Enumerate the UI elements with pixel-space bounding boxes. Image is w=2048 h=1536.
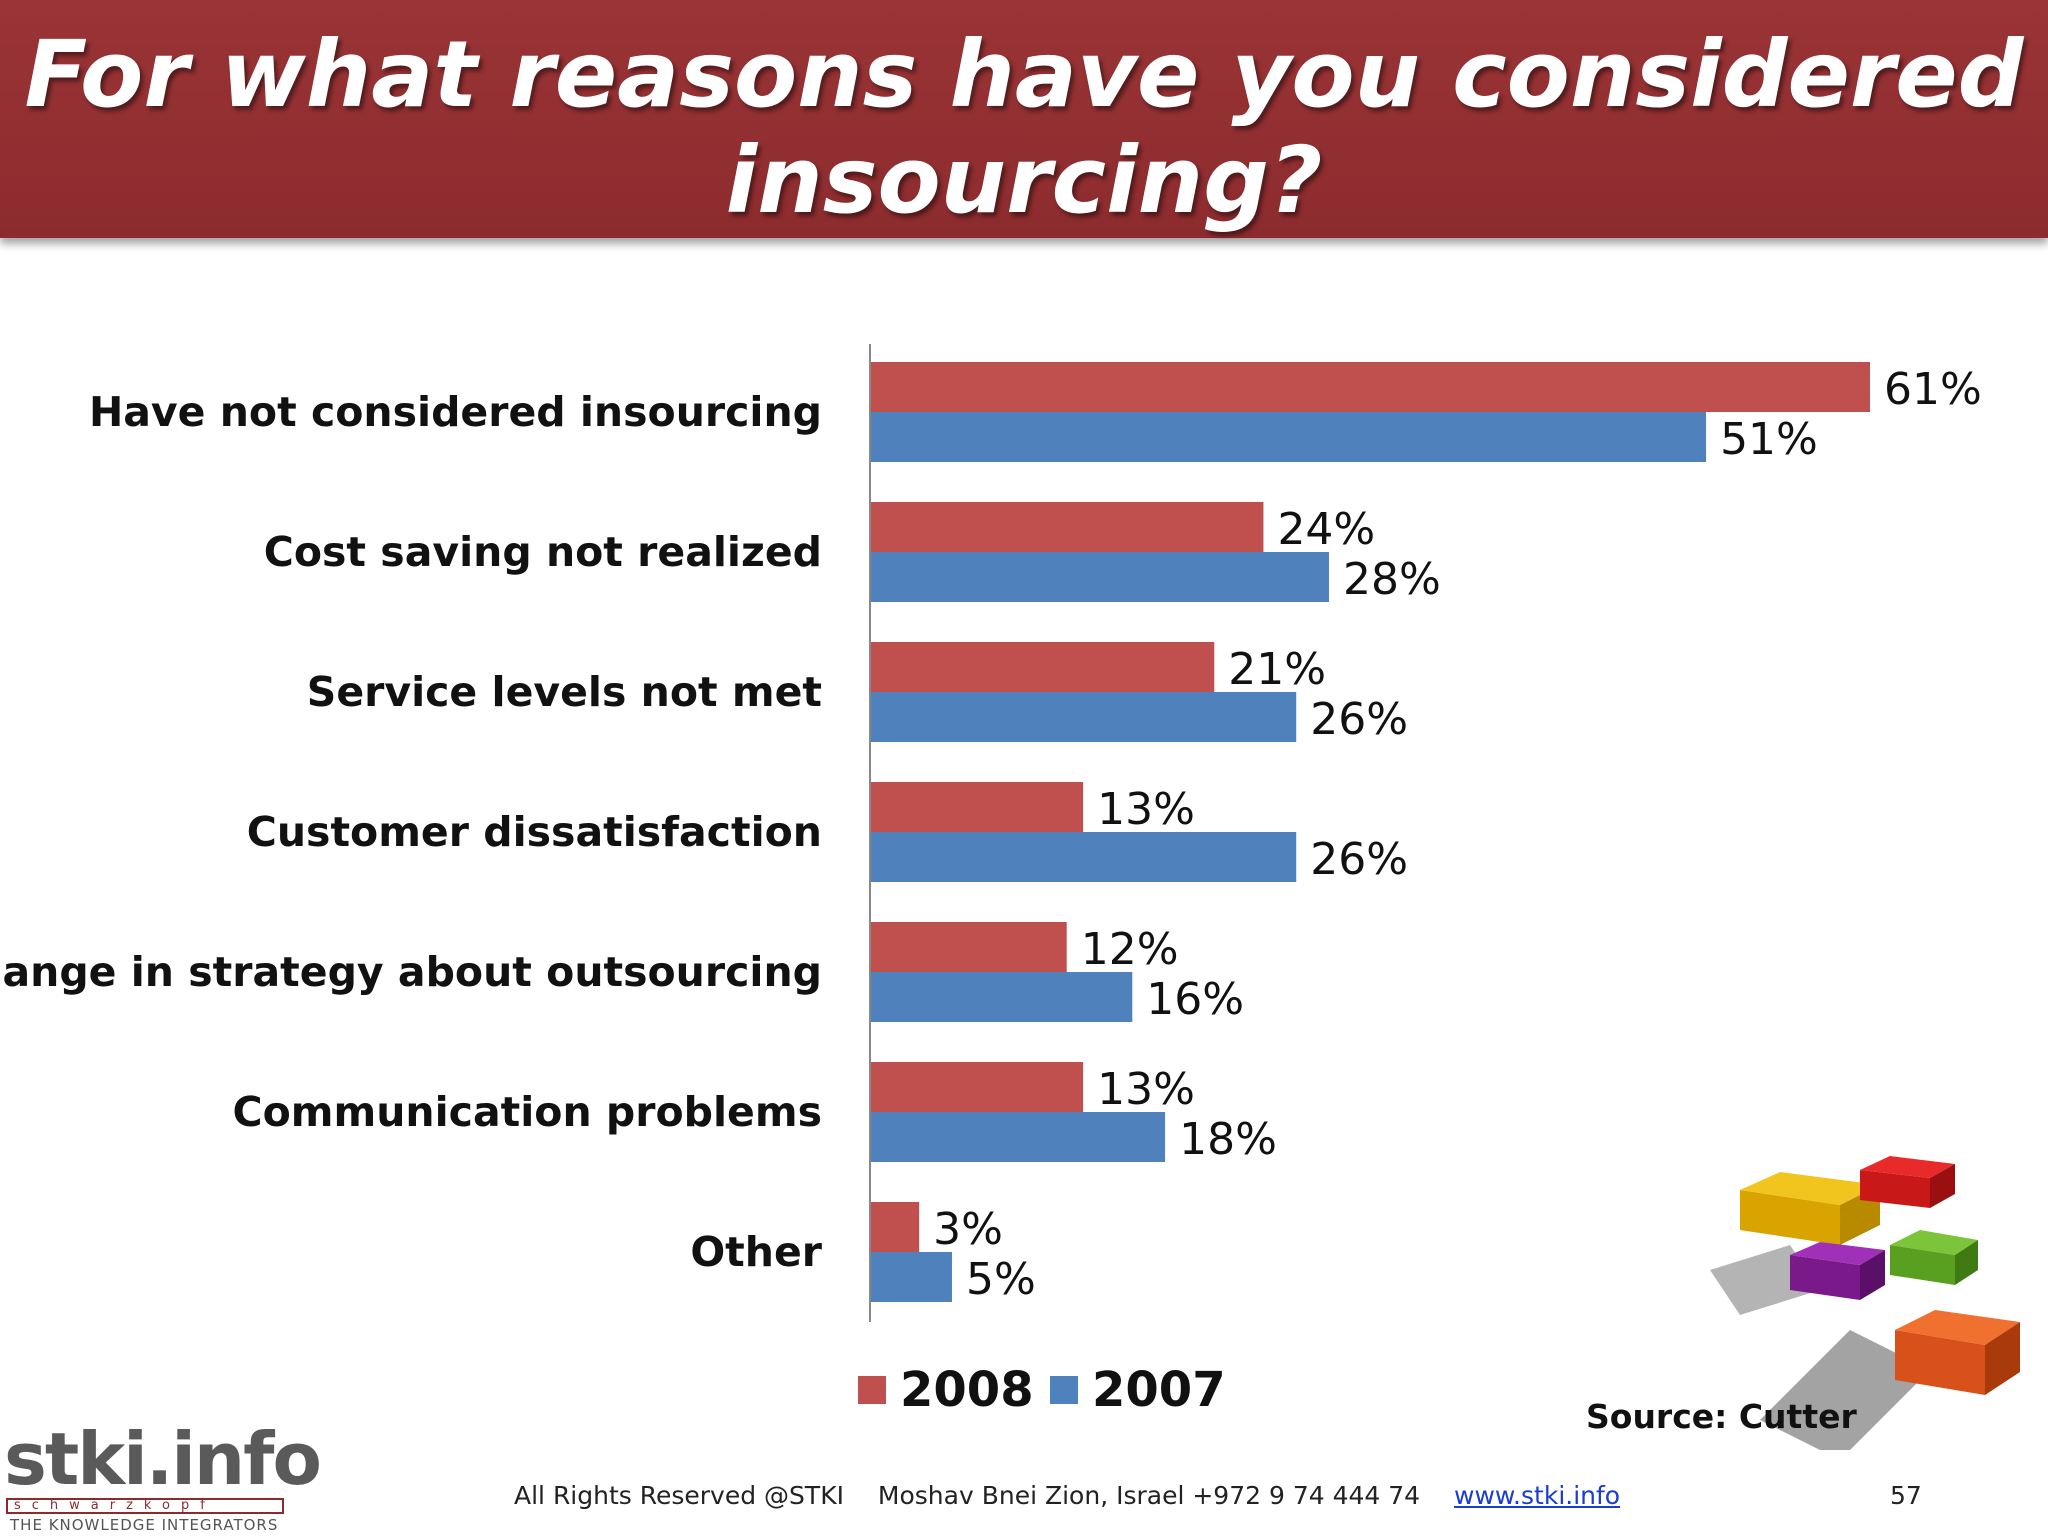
- value-label-2008: 24%: [1277, 504, 1375, 555]
- bar-2008: [870, 642, 1215, 692]
- source-label: Source: Cutter: [1586, 1397, 1857, 1436]
- category-label: Customer dissatisfaction: [247, 808, 822, 856]
- category-label: Change in strategy about outsourcing: [0, 948, 822, 996]
- value-label-2008: 13%: [1097, 784, 1195, 835]
- stki-logo: stki.info schwarzkopf THE KNOWLEDGE INTE…: [4, 1420, 322, 1536]
- lego-blocks-illustration: [1710, 1156, 2020, 1450]
- value-label-2007: 26%: [1310, 694, 1408, 745]
- logo-wordmark: stki.info: [4, 1417, 322, 1501]
- legend-item-2007: 2007: [1050, 1362, 1226, 1418]
- logo-strip: schwarzkopf: [6, 1498, 284, 1514]
- value-label-2007: 5%: [966, 1254, 1036, 1305]
- bar-2007: [870, 1112, 1166, 1162]
- bar-2007: [870, 412, 1707, 462]
- category-label: Have not considered insourcing: [89, 388, 822, 436]
- value-label-2008: 61%: [1884, 364, 1982, 415]
- footer-rights: All Rights Reserved @STKI: [514, 1481, 844, 1510]
- bar-2008: [870, 922, 1067, 972]
- bar-2007: [870, 552, 1330, 602]
- bar-2008: [870, 362, 1870, 412]
- legend-label-2008: 2008: [900, 1362, 1034, 1418]
- value-label-2007: 16%: [1146, 974, 1244, 1025]
- legend-item-2008: 2008: [858, 1362, 1034, 1418]
- slide-title: For what reasons have you considered inso…: [24, 21, 2024, 234]
- footer-address: Moshav Bnei Zion, Israel +972 9 74 444 7…: [877, 1481, 1421, 1510]
- value-label-2008: 3%: [933, 1204, 1003, 1255]
- value-label-2008: 21%: [1228, 644, 1326, 695]
- bar-2008: [870, 1202, 920, 1252]
- legend-swatch-2008: [858, 1376, 886, 1404]
- footer: All Rights Reserved @STKI Moshav Bnei Zi…: [514, 1481, 1620, 1510]
- value-label-2007: 18%: [1179, 1114, 1277, 1165]
- category-label: Communication problems: [233, 1088, 822, 1136]
- category-label: Other: [690, 1228, 822, 1276]
- page-number: 57: [1890, 1481, 1922, 1510]
- value-label-2007: 26%: [1310, 834, 1408, 885]
- value-label-2008: 12%: [1081, 924, 1179, 975]
- bar-2008: [870, 1062, 1084, 1112]
- bar-2008: [870, 782, 1084, 832]
- category-label: Service levels not met: [307, 668, 822, 716]
- bar-2008: [870, 502, 1264, 552]
- value-label-2007: 51%: [1720, 414, 1818, 465]
- value-label-2008: 13%: [1097, 1064, 1195, 1115]
- category-label: Cost saving not realized: [264, 528, 822, 576]
- title-banner: For what reasons have you considered inso…: [0, 0, 2048, 238]
- bar-2007: [870, 972, 1133, 1022]
- legend-label-2007: 2007: [1092, 1362, 1226, 1418]
- bar-2007: [870, 1252, 952, 1302]
- bar-2007: [870, 692, 1297, 742]
- logo-tagline: THE KNOWLEDGE INTEGRATORS: [10, 1516, 279, 1534]
- value-label-2007: 28%: [1343, 554, 1441, 605]
- bar-2007: [870, 832, 1297, 882]
- footer-website-link[interactable]: www.stki.info: [1454, 1481, 1621, 1510]
- legend-swatch-2007: [1050, 1376, 1078, 1404]
